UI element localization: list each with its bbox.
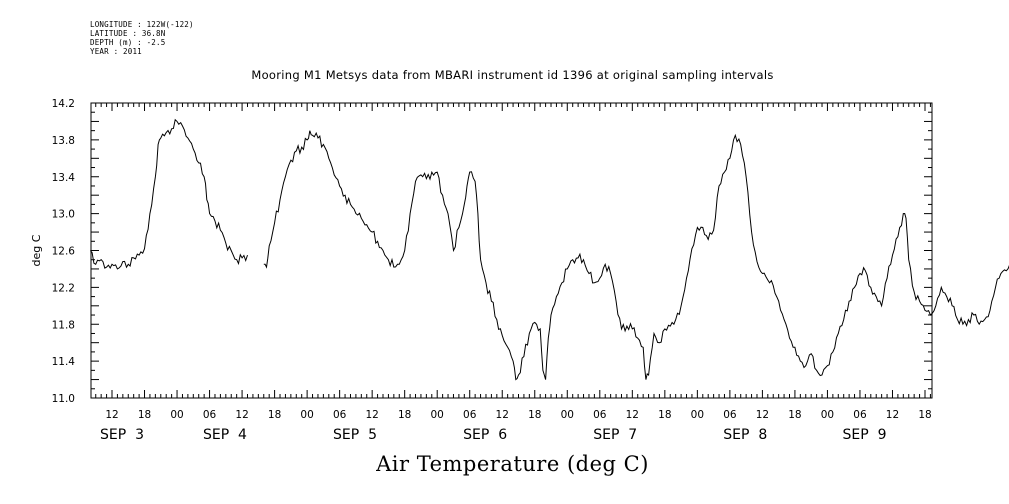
x-day-label: SEP 4	[203, 427, 247, 443]
x-day-label: SEP 7	[593, 427, 637, 443]
x-tick-label: 12	[365, 409, 378, 421]
x-tick-label: 00	[431, 409, 444, 421]
latitude-text: LATITUDE : 36.8N	[90, 29, 166, 38]
x-tick-label: 18	[918, 409, 931, 421]
x-tick-label: 00	[170, 409, 183, 421]
x-day-label: SEP 3	[100, 427, 144, 443]
x-tick-label: 12	[626, 409, 639, 421]
y-tick-label: 13.0	[52, 209, 75, 221]
x-tick-label: 18	[658, 409, 671, 421]
x-tick-label: 12	[756, 409, 769, 421]
x-day-label: SEP 5	[333, 427, 377, 443]
x-tick-label: 06	[593, 409, 607, 421]
longitude-text: LONGITUDE : 122W(-122)	[90, 20, 194, 29]
x-tick-label: 00	[691, 409, 704, 421]
x-tick-label: 12	[886, 409, 899, 421]
x-tick-label: 12	[105, 409, 118, 421]
y-tick-label: 12.6	[52, 246, 76, 258]
y-tick-label: 12.2	[52, 282, 75, 294]
x-tick-label: 12	[496, 409, 509, 421]
x-day-label: SEP 9	[843, 427, 887, 443]
x-tick-label: 00	[821, 409, 834, 421]
x-day-label: SEP 8	[723, 427, 767, 443]
plot-frame	[90, 102, 933, 399]
x-tick-label: 18	[528, 409, 541, 421]
x-tick-label: 06	[853, 409, 867, 421]
y-tick-label: 11.8	[52, 319, 75, 331]
series-line	[89, 118, 248, 270]
x-tick-label: 18	[788, 409, 801, 421]
x-tick-label: 00	[561, 409, 574, 421]
y-axis-label: deg C	[30, 234, 43, 266]
x-tick-label: 12	[235, 409, 248, 421]
x-tick-label: 06	[723, 409, 737, 421]
x-tick-label: 06	[463, 409, 477, 421]
y-tick-label: 13.4	[52, 172, 76, 184]
year-text: YEAR : 2011	[90, 47, 142, 56]
series-line	[263, 130, 1009, 381]
x-day-label: SEP 6	[463, 427, 507, 443]
y-tick-label: 14.2	[52, 98, 75, 110]
x-tick-label: 18	[268, 409, 281, 421]
y-tick-label: 11.4	[52, 356, 76, 368]
y-tick-label: 13.8	[52, 135, 75, 147]
x-tick-label: 00	[300, 409, 313, 421]
x-tick-label: 06	[333, 409, 347, 421]
metadata-block: LONGITUDE : 122W(-122) LATITUDE : 36.8N …	[90, 20, 194, 56]
x-axis-label: Air Temperature (deg C)	[376, 452, 649, 476]
x-tick-label: 18	[138, 409, 151, 421]
y-tick-label: 11.0	[52, 393, 75, 405]
x-tick-label: 18	[398, 409, 411, 421]
chart-title: Mooring M1 Metsys data from MBARI instru…	[251, 68, 774, 82]
x-tick-label: 06	[203, 409, 217, 421]
depth-text: DEPTH (m) : -2.5	[90, 38, 166, 47]
